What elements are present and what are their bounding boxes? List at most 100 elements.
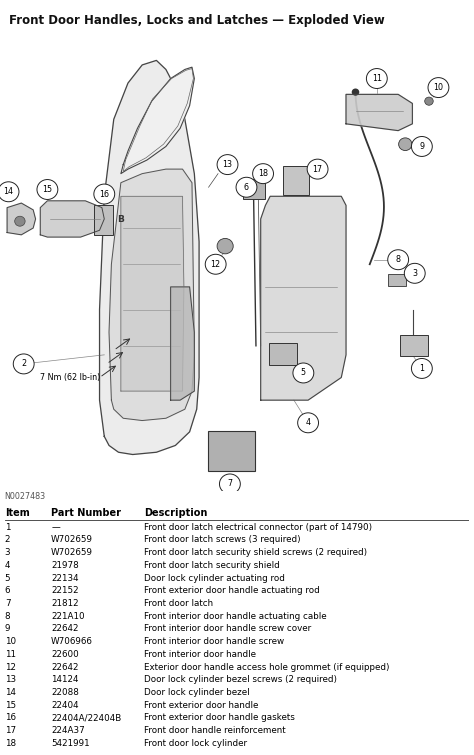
- Text: Front interior door handle screw: Front interior door handle screw: [144, 637, 284, 646]
- Text: 13: 13: [5, 675, 16, 684]
- Text: 18: 18: [258, 169, 268, 178]
- Circle shape: [253, 164, 273, 183]
- Text: 9: 9: [419, 142, 424, 151]
- Text: 221A10: 221A10: [51, 612, 85, 621]
- Circle shape: [404, 263, 425, 283]
- Text: 10: 10: [5, 637, 16, 646]
- Text: 21978: 21978: [51, 561, 79, 570]
- Text: 17: 17: [312, 165, 323, 174]
- Text: 5421991: 5421991: [51, 738, 90, 747]
- Text: 13: 13: [222, 160, 233, 169]
- Polygon shape: [121, 67, 194, 174]
- Text: Front door latch security shield: Front door latch security shield: [144, 561, 280, 570]
- FancyBboxPatch shape: [243, 179, 265, 199]
- Polygon shape: [171, 287, 194, 400]
- Text: 14: 14: [3, 187, 14, 196]
- Polygon shape: [40, 201, 104, 237]
- Text: 8: 8: [5, 612, 10, 621]
- Text: —: —: [51, 522, 60, 532]
- Circle shape: [425, 97, 433, 105]
- Text: 11: 11: [372, 74, 382, 83]
- Circle shape: [411, 137, 432, 156]
- Text: N0027483: N0027483: [5, 492, 46, 501]
- Text: 14124: 14124: [51, 675, 79, 684]
- Text: 11: 11: [5, 650, 16, 659]
- Text: Description: Description: [144, 508, 208, 518]
- Text: Front door latch: Front door latch: [144, 599, 213, 608]
- Text: Part Number: Part Number: [51, 508, 121, 518]
- Text: 7 Nm (62 lb-in): 7 Nm (62 lb-in): [40, 373, 100, 382]
- Polygon shape: [121, 196, 184, 391]
- Text: Front door latch electrical connector (part of 14790): Front door latch electrical connector (p…: [144, 522, 372, 532]
- Text: Front interior door handle actuating cable: Front interior door handle actuating cab…: [144, 612, 327, 621]
- Text: 15: 15: [5, 701, 16, 710]
- Text: 10: 10: [433, 83, 444, 92]
- Polygon shape: [261, 196, 346, 400]
- Polygon shape: [109, 169, 194, 421]
- Circle shape: [15, 216, 25, 226]
- Text: 16: 16: [5, 713, 16, 723]
- Text: Front door latch security shield screws (2 required): Front door latch security shield screws …: [144, 548, 367, 557]
- Text: W706966: W706966: [51, 637, 93, 646]
- Text: 22642: 22642: [51, 663, 79, 671]
- Text: 6: 6: [244, 183, 249, 192]
- Text: 2: 2: [21, 359, 26, 368]
- Text: Exterior door handle access hole grommet (if equipped): Exterior door handle access hole grommet…: [144, 663, 390, 671]
- Circle shape: [399, 138, 412, 150]
- Text: Front exterior door handle gaskets: Front exterior door handle gaskets: [144, 713, 295, 723]
- Text: 15: 15: [42, 185, 53, 194]
- FancyBboxPatch shape: [283, 166, 309, 195]
- Circle shape: [366, 69, 387, 88]
- Text: 5: 5: [5, 574, 10, 583]
- Text: 7: 7: [228, 479, 232, 488]
- Text: 2: 2: [5, 535, 10, 544]
- Text: Front door handle reinforcement: Front door handle reinforcement: [144, 726, 286, 735]
- Text: 9: 9: [5, 624, 10, 633]
- Text: Front Door Handles, Locks and Latches — Exploded View: Front Door Handles, Locks and Latches — …: [9, 14, 385, 27]
- Circle shape: [217, 239, 233, 254]
- Text: Front interior door handle screw cover: Front interior door handle screw cover: [144, 624, 311, 633]
- Text: 12: 12: [5, 663, 16, 671]
- Text: 3: 3: [5, 548, 10, 557]
- Circle shape: [428, 78, 449, 97]
- Circle shape: [307, 159, 328, 179]
- Text: Front door latch screws (3 required): Front door latch screws (3 required): [144, 535, 301, 544]
- Circle shape: [94, 184, 115, 204]
- Text: 4: 4: [5, 561, 10, 570]
- Circle shape: [13, 354, 34, 374]
- Text: Front interior door handle: Front interior door handle: [144, 650, 256, 659]
- Circle shape: [388, 250, 409, 270]
- Text: Front exterior door handle actuating rod: Front exterior door handle actuating rod: [144, 587, 320, 595]
- Text: 21812: 21812: [51, 599, 79, 608]
- Text: 18: 18: [5, 738, 16, 747]
- Circle shape: [219, 474, 240, 494]
- Circle shape: [236, 177, 257, 197]
- Circle shape: [37, 180, 58, 199]
- Text: 1: 1: [5, 522, 10, 532]
- Text: W702659: W702659: [51, 535, 93, 544]
- FancyBboxPatch shape: [269, 343, 297, 365]
- Text: 14: 14: [5, 688, 16, 697]
- Circle shape: [205, 254, 226, 274]
- Text: Door lock cylinder bezel screws (2 required): Door lock cylinder bezel screws (2 requi…: [144, 675, 337, 684]
- Circle shape: [298, 413, 319, 433]
- Text: 22152: 22152: [51, 587, 79, 595]
- Text: 5: 5: [301, 368, 306, 378]
- Text: 16: 16: [99, 190, 109, 199]
- Text: 6: 6: [5, 587, 10, 595]
- Text: 8: 8: [396, 255, 401, 264]
- Text: B: B: [118, 215, 124, 224]
- Text: 4: 4: [306, 418, 310, 427]
- FancyBboxPatch shape: [400, 335, 428, 356]
- Text: Front door lock cylinder: Front door lock cylinder: [144, 738, 247, 747]
- Text: 224A37: 224A37: [51, 726, 85, 735]
- Text: 22600: 22600: [51, 650, 79, 659]
- Text: Door lock cylinder actuating rod: Door lock cylinder actuating rod: [144, 574, 285, 583]
- Circle shape: [0, 182, 19, 202]
- Text: Item: Item: [5, 508, 29, 518]
- Polygon shape: [7, 203, 36, 235]
- Text: Door lock cylinder bezel: Door lock cylinder bezel: [144, 688, 250, 697]
- FancyBboxPatch shape: [94, 205, 113, 236]
- FancyBboxPatch shape: [388, 274, 406, 285]
- Text: Front exterior door handle: Front exterior door handle: [144, 701, 258, 710]
